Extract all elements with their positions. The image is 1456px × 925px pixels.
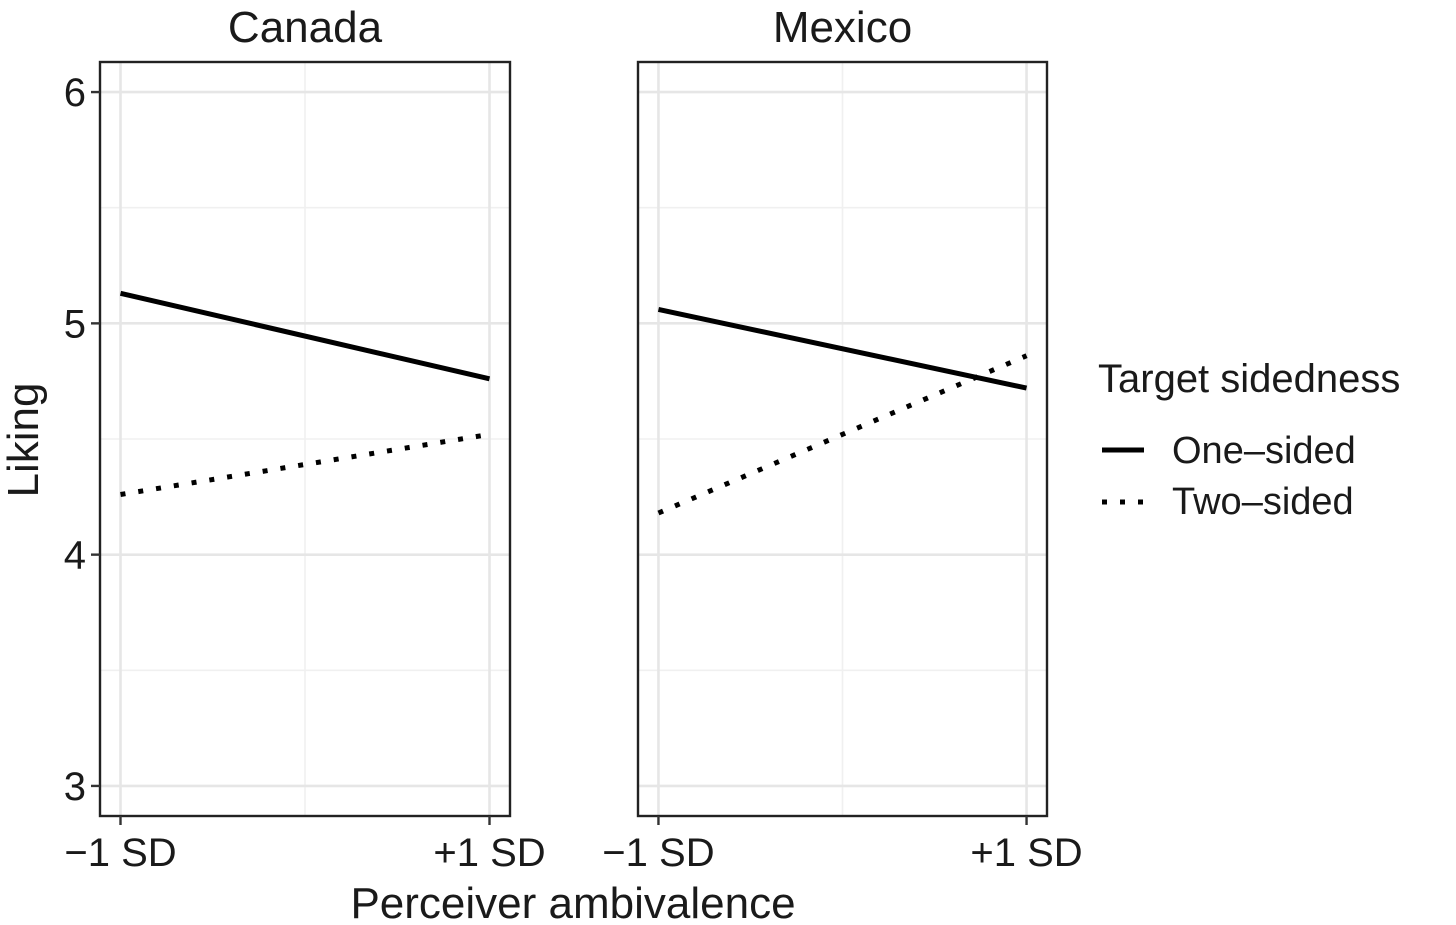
x-tick-label-mexico-1: +1 SD	[970, 831, 1082, 875]
legend-label-one-sided: One–sided	[1172, 430, 1356, 472]
legend-title: Target sidedness	[1098, 357, 1400, 401]
panel-border-canada	[98, 60, 512, 818]
panel-mexico: Mexico −1 SD +1 SD	[602, 3, 1082, 875]
y-tick-label-5: 5	[64, 302, 86, 346]
y-tick-label-4: 4	[64, 534, 86, 578]
panel-canada: Canada −1 SD +1 SD 3 4 5 6	[64, 3, 546, 875]
series-line-mexico-two-sided	[657, 353, 1028, 516]
y-axis-title: Liking	[0, 383, 48, 498]
x-tick-label-canada-0: −1 SD	[64, 831, 176, 875]
facet-title-canada: Canada	[228, 3, 383, 52]
series-line-canada-one-sided	[119, 290, 491, 382]
facet-title-mexico: Mexico	[773, 3, 912, 52]
legend: Target sidedness One–sided Two–sided	[1098, 357, 1400, 523]
x-axis-title: Perceiver ambivalence	[350, 879, 795, 925]
y-tick-label-3: 3	[64, 765, 86, 809]
series-line-mexico-one-sided	[657, 307, 1028, 391]
y-tick-label-6: 6	[64, 71, 86, 115]
legend-label-two-sided: Two–sided	[1172, 481, 1354, 523]
x-tick-label-canada-1: +1 SD	[433, 831, 545, 875]
x-tick-label-mexico-0: −1 SD	[602, 831, 714, 875]
panel-border-mexico	[636, 60, 1049, 818]
